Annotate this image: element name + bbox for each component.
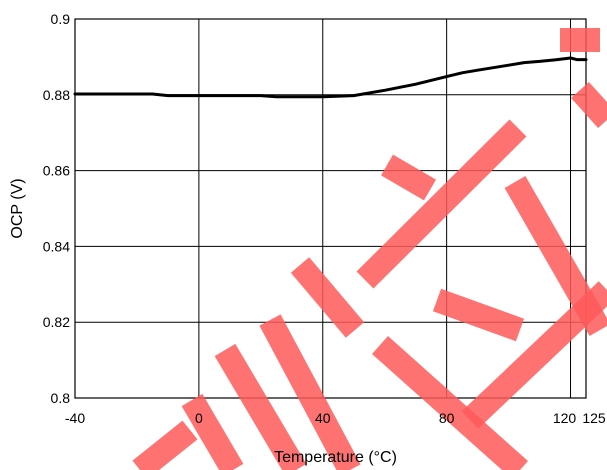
plot-frame [74,18,587,399]
watermark-layer [132,28,607,470]
watermark-stroke [504,176,607,336]
label-layer: -40 0 40 80 120 125 0.8 0.82 0.84 0.86 0.88 0.9 [43,11,606,426]
watermark-stroke [290,257,365,338]
watermark-stroke [214,343,307,470]
y-tick-label: 0.86 [43,163,70,179]
series-line [73,56,588,99]
x-tick-label: 125 [582,410,606,426]
watermark-stroke [181,393,244,470]
x-tick-label: -40 [65,410,85,426]
x-tick-label: 0 [195,410,203,426]
x-tick-label: 40 [315,410,331,426]
data-layer [73,56,588,99]
watermark-stroke [432,288,525,342]
watermark-stroke [259,314,361,470]
y-tick-label: 0.84 [43,238,70,254]
x-tick-label: 80 [439,410,455,426]
grid-layer [74,18,587,399]
y-tick-label: 0.88 [43,87,70,103]
watermark-stroke [132,420,198,470]
y-tick-label: 0.9 [51,11,71,27]
x-axis-title: Temperature (°C) [274,449,397,466]
watermark-stroke [356,119,527,289]
x-tick-label: 120 [553,410,577,426]
y-tick-label: 0.8 [51,390,71,406]
y-axis-title: OCP (V) [9,178,26,238]
watermark-stroke [380,154,437,201]
watermark-stroke [571,81,607,129]
watermark-stroke [372,336,528,470]
y-tick-label: 0.82 [43,314,70,330]
